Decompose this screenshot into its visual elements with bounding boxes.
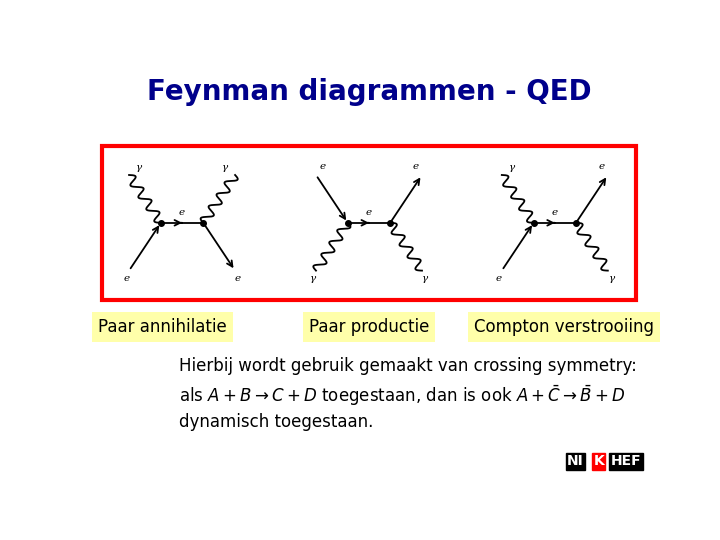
Bar [102, 146, 636, 300]
Text: Paar annihilatie: Paar annihilatie [98, 318, 227, 336]
Text: Paar productie: Paar productie [309, 318, 429, 336]
Text: Hierbij wordt gebruik gemaakt van crossing symmetry:: Hierbij wordt gebruik gemaakt van crossi… [179, 357, 637, 375]
Text: dynamisch toegestaan.: dynamisch toegestaan. [179, 414, 374, 431]
Text: e: e [496, 274, 502, 282]
Text: e: e [320, 162, 325, 171]
Text: HEF: HEF [611, 454, 642, 468]
Text: γ: γ [136, 163, 143, 172]
Text: γ: γ [509, 163, 515, 172]
Text: NI: NI [567, 454, 584, 468]
Text: γ: γ [310, 274, 316, 282]
Text: Compton verstrooiing: Compton verstrooiing [474, 318, 654, 336]
Text: e: e [123, 274, 130, 282]
Text: e: e [413, 162, 418, 171]
Text: γ: γ [609, 274, 616, 282]
Text: e: e [552, 208, 558, 217]
Text: e: e [598, 162, 604, 171]
Text: e: e [235, 274, 241, 282]
Text: γ: γ [422, 274, 428, 282]
Text: als $A + B \rightarrow C + D$ toegestaan, dan is ook $A + \bar{C} \rightarrow \b: als $A + B \rightarrow C + D$ toegestaan… [179, 383, 626, 408]
Text: e: e [179, 208, 185, 217]
Text: K: K [593, 454, 604, 468]
Text: γ: γ [222, 163, 228, 172]
Text: Feynman diagrammen - QED: Feynman diagrammen - QED [147, 78, 591, 106]
Text: e: e [366, 208, 372, 217]
